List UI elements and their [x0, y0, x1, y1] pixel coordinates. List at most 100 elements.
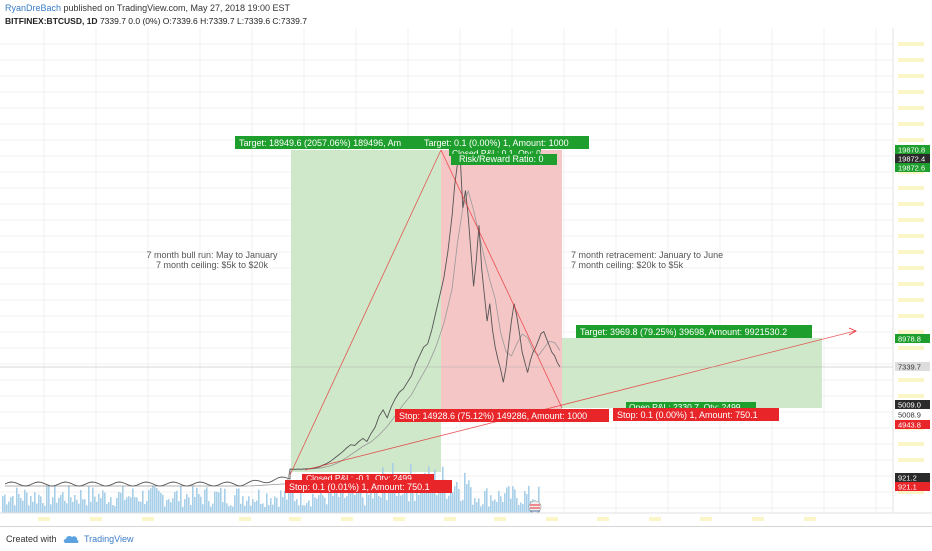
risk-reward-label[interactable]: Risk/Reward Ratio: 0 [451, 154, 557, 165]
volume-bar [182, 506, 184, 513]
volume-bar [4, 494, 6, 513]
volume-bar [362, 497, 364, 513]
volume-bar [378, 495, 380, 513]
volume-bar [338, 496, 340, 513]
volume-bar [422, 492, 424, 513]
volume-bar [8, 501, 10, 513]
volume-bar [474, 498, 476, 513]
volume-bar [284, 490, 286, 513]
price-tick [898, 58, 924, 62]
closed-pl-label[interactable]: Closed P&L: 0.1, Qty: 0 [449, 148, 541, 158]
volume-bar [352, 486, 354, 513]
volume-bar [152, 485, 154, 513]
volume-bar [328, 487, 330, 513]
volume-bar [436, 495, 438, 513]
volume-bar [250, 505, 252, 513]
volume-bar [246, 500, 248, 513]
price-tick [898, 186, 924, 190]
tradingview-brand[interactable]: TradingView [84, 534, 134, 544]
volume-bar [134, 497, 136, 513]
volume-bar [22, 500, 24, 513]
chart-header: RyanDreBach published on TradingView.com… [0, 0, 932, 30]
economic-event-icon[interactable] [528, 500, 542, 514]
volume-bar [178, 501, 180, 513]
stop-label-short[interactable]: Stop: 14928.6 (75.12%) 149286, Amount: 1… [395, 409, 609, 422]
price-line[interactable] [4, 155, 561, 487]
annotation-bull-run[interactable]: 7 month bull run: May to January [146, 250, 278, 260]
volume-bar [158, 490, 160, 513]
price-tick [898, 202, 924, 206]
stop-label-short-text: Stop: 14928.6 (75.12%) 149286, Amount: 1… [399, 411, 587, 421]
price-chart[interactable]: 7 month bull run: May to January 7 month… [0, 0, 932, 526]
volume-bar [538, 486, 540, 513]
volume-bar [398, 475, 400, 513]
volume-bar [512, 486, 514, 513]
trend-line-up[interactable] [289, 149, 442, 476]
volume-bar [14, 505, 16, 513]
volume-bar [12, 495, 14, 513]
price-tick [898, 90, 924, 94]
long-profit-zone-2[interactable] [562, 338, 822, 408]
price-axis-label: 19872.6 [895, 163, 930, 173]
trend-line-projection[interactable] [304, 330, 856, 471]
trend-line-down[interactable] [440, 149, 563, 409]
price-axis-label: 19872.4 [895, 154, 930, 164]
volume-bar [372, 498, 374, 513]
stop-label-long-2[interactable]: Stop: 0.1 (0.00%) 1, Amount: 750.1 [613, 408, 779, 421]
volume-bar [128, 496, 130, 513]
volume-bar [524, 491, 526, 513]
volume-bar [426, 490, 428, 513]
closed-pl-loss-label-text: Closed P&L: -0.1, Qty: 2499 [306, 473, 412, 483]
target-label-short[interactable]: Target: 0.1 (0.00%) 1, Amount: 1000 [421, 136, 589, 149]
volume-bar [30, 496, 32, 513]
volume-bar [170, 502, 172, 513]
volume-bar [416, 486, 418, 513]
price-tick [898, 138, 924, 142]
volume-bar [146, 501, 148, 513]
open-pl-label[interactable]: Open P&L: 2330.7, Qty: 2499 [626, 402, 756, 412]
target-label-long-2[interactable]: Target: 3969.8 (79.25%) 39698, Amount: 9… [576, 325, 812, 338]
volume-bar [204, 489, 206, 513]
volume-bar [274, 496, 276, 513]
volume-bar [56, 502, 58, 513]
projection-arrow-icon [848, 327, 857, 336]
price-axis-label-text: 8978.8 [898, 335, 921, 344]
volume-bar [480, 506, 482, 513]
annotation-bull-ceiling[interactable]: 7 month ceiling: $5k to $20k [156, 260, 269, 270]
volume-bar [74, 494, 76, 513]
volume-bar [108, 502, 110, 513]
target-label-long[interactable]: Target: 18949.6 (2057.06%) 189496, Am [235, 136, 421, 149]
volume-bar [226, 503, 228, 513]
price-tick [898, 42, 924, 46]
ohlc-values: 7339.7 0.0 (0%) O:7339.6 H:7339.7 L:7339… [99, 16, 307, 26]
time-scale[interactable] [0, 513, 932, 526]
stop-label-long[interactable]: Stop: 0.1 (0.01%) 1, Amount: 750.1 [285, 480, 452, 493]
volume-bar [334, 487, 336, 513]
author-link[interactable]: RyanDreBach [5, 3, 62, 13]
volume-bar [302, 505, 304, 513]
volume-bar [298, 505, 300, 513]
volume-bar [168, 499, 170, 513]
volume-bar [330, 492, 332, 513]
price-scale[interactable] [893, 28, 932, 513]
price-tick [898, 266, 924, 270]
time-tick [444, 517, 456, 521]
volume-bar [16, 487, 18, 513]
target-label-short-text: Target: 0.1 (0.00%) 1, Amount: 1000 [424, 138, 569, 148]
volume-bar [104, 492, 106, 513]
volume-bar [176, 490, 178, 513]
volume-bar [86, 505, 88, 513]
volume-bar [140, 501, 142, 513]
volume-bar [396, 496, 398, 513]
volume-bar [78, 503, 80, 513]
annotation-retracement-ceiling[interactable]: 7 month ceiling: $20k to $5k [571, 260, 684, 270]
volume-bar [258, 489, 260, 513]
volume-bar [48, 485, 50, 513]
annotation-retracement[interactable]: 7 month retracement: January to June [571, 250, 723, 260]
closed-pl-loss-label[interactable]: Closed P&L: -0.1, Qty: 2499 [302, 473, 434, 483]
volume-bar [268, 505, 270, 513]
price-axis-label-text: 19870.8 [898, 146, 925, 155]
volume-bar [306, 502, 308, 513]
volume-bar [50, 504, 52, 513]
volume-bar [248, 496, 250, 513]
